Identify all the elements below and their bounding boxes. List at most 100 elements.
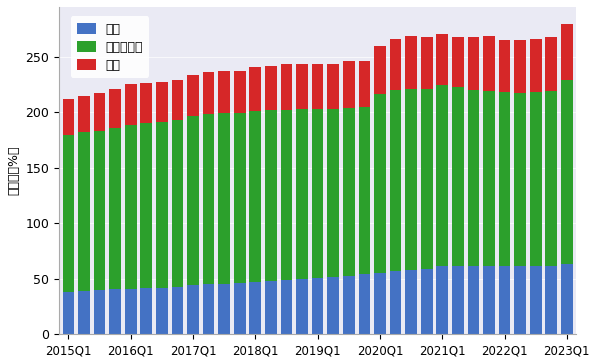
Bar bbox=[514, 93, 526, 266]
Bar bbox=[421, 37, 432, 88]
Bar bbox=[468, 266, 479, 334]
Bar bbox=[249, 67, 261, 111]
Bar bbox=[218, 284, 230, 334]
Bar bbox=[452, 87, 463, 266]
Bar bbox=[125, 83, 136, 124]
Bar bbox=[172, 286, 184, 334]
Bar bbox=[63, 135, 74, 292]
Bar bbox=[421, 88, 432, 269]
Bar bbox=[296, 280, 308, 334]
Bar bbox=[141, 123, 152, 288]
Bar bbox=[359, 107, 370, 274]
Bar bbox=[343, 61, 355, 108]
Bar bbox=[514, 266, 526, 334]
Bar bbox=[483, 36, 495, 91]
Bar bbox=[280, 110, 292, 280]
Bar bbox=[561, 24, 573, 80]
Bar bbox=[141, 83, 152, 123]
Bar bbox=[265, 66, 277, 110]
Bar bbox=[156, 288, 167, 334]
Bar bbox=[265, 110, 277, 281]
Bar bbox=[343, 108, 355, 276]
Bar bbox=[63, 99, 74, 135]
Bar bbox=[172, 80, 184, 120]
Bar bbox=[468, 37, 479, 90]
Bar bbox=[421, 269, 432, 334]
Bar bbox=[499, 40, 510, 92]
Bar bbox=[545, 91, 557, 266]
Bar bbox=[203, 114, 215, 284]
Bar bbox=[437, 33, 448, 85]
Bar bbox=[156, 82, 167, 122]
Bar bbox=[125, 124, 136, 289]
Bar bbox=[109, 289, 121, 334]
Bar bbox=[172, 120, 184, 286]
Bar bbox=[94, 290, 105, 334]
Bar bbox=[125, 289, 136, 334]
Bar bbox=[312, 278, 324, 334]
Bar bbox=[327, 64, 339, 109]
Bar bbox=[234, 283, 246, 334]
Bar bbox=[359, 61, 370, 107]
Bar bbox=[374, 94, 386, 273]
Bar bbox=[437, 266, 448, 334]
Bar bbox=[405, 270, 417, 334]
Bar bbox=[63, 292, 74, 334]
Bar bbox=[374, 46, 386, 94]
Bar bbox=[296, 64, 308, 109]
Y-axis label: 杠杠率（%）: 杠杠率（%） bbox=[7, 146, 20, 195]
Bar bbox=[94, 131, 105, 290]
Bar bbox=[530, 39, 542, 92]
Bar bbox=[483, 266, 495, 334]
Legend: 居民, 非金融企业, 政府: 居民, 非金融企业, 政府 bbox=[71, 16, 150, 78]
Bar bbox=[405, 88, 417, 270]
Bar bbox=[312, 64, 324, 109]
Bar bbox=[405, 36, 417, 88]
Bar bbox=[343, 276, 355, 334]
Bar bbox=[249, 111, 261, 282]
Bar bbox=[499, 266, 510, 334]
Bar bbox=[234, 71, 246, 113]
Bar bbox=[530, 92, 542, 266]
Bar bbox=[280, 280, 292, 334]
Bar bbox=[78, 291, 90, 334]
Bar bbox=[78, 96, 90, 132]
Bar bbox=[141, 288, 152, 334]
Bar bbox=[187, 116, 199, 285]
Bar bbox=[234, 113, 246, 283]
Bar bbox=[545, 37, 557, 91]
Bar bbox=[437, 85, 448, 266]
Bar bbox=[452, 266, 463, 334]
Bar bbox=[390, 90, 401, 270]
Bar bbox=[218, 71, 230, 113]
Bar bbox=[94, 93, 105, 131]
Bar bbox=[249, 282, 261, 334]
Bar bbox=[359, 274, 370, 334]
Bar bbox=[514, 40, 526, 93]
Bar bbox=[78, 132, 90, 291]
Bar bbox=[312, 109, 324, 278]
Bar bbox=[561, 264, 573, 334]
Bar bbox=[280, 64, 292, 110]
Bar bbox=[545, 266, 557, 334]
Bar bbox=[530, 266, 542, 334]
Bar bbox=[187, 285, 199, 334]
Bar bbox=[203, 72, 215, 114]
Bar bbox=[327, 277, 339, 334]
Bar bbox=[390, 39, 401, 90]
Bar bbox=[265, 281, 277, 334]
Bar bbox=[499, 92, 510, 266]
Bar bbox=[109, 88, 121, 128]
Bar bbox=[483, 91, 495, 266]
Bar bbox=[468, 90, 479, 266]
Bar bbox=[296, 109, 308, 280]
Bar bbox=[561, 80, 573, 264]
Bar bbox=[374, 273, 386, 334]
Bar bbox=[109, 128, 121, 289]
Bar bbox=[327, 109, 339, 277]
Bar bbox=[156, 122, 167, 288]
Bar bbox=[203, 284, 215, 334]
Bar bbox=[187, 75, 199, 116]
Bar bbox=[390, 270, 401, 334]
Bar bbox=[452, 37, 463, 87]
